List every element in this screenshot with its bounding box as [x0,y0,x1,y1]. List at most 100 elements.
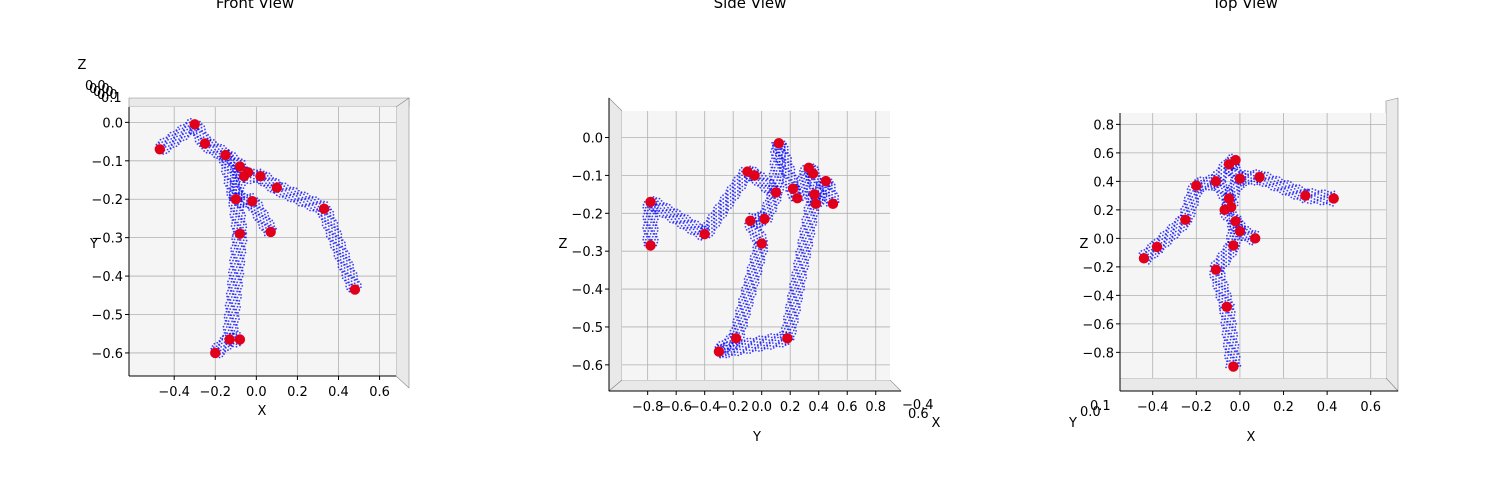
mesh-point [1149,260,1152,263]
mesh-point [1218,301,1221,304]
mesh-point [235,257,238,259]
mesh-point [647,209,649,212]
mesh-point [790,195,793,197]
mesh-point [265,219,268,222]
mesh-point [1145,247,1148,249]
mesh-point [336,228,339,231]
mesh-point [797,257,799,260]
mesh-point [301,205,303,207]
mesh-point [763,261,766,264]
mesh-point [690,231,693,234]
side-grid [622,111,890,380]
mesh-point [1222,248,1225,251]
mesh-point [1217,256,1220,258]
mesh-point [715,211,718,214]
mesh-point [708,236,711,239]
mesh-point [1244,182,1247,184]
mesh-point [244,233,247,236]
mesh-point [228,326,231,329]
mesh-point [767,334,770,336]
mesh-point [242,248,245,251]
mesh-point [747,294,750,297]
mesh-point [736,319,738,322]
mesh-point [675,222,677,225]
mesh-point [239,209,241,212]
mesh-point [732,194,735,197]
mesh-point [803,279,806,282]
mesh-point [312,209,315,212]
mesh-point [236,321,239,323]
mesh-point [1326,196,1329,199]
mesh-point [1306,202,1309,204]
mesh-point [825,189,827,192]
mesh-point [715,215,718,218]
mesh-point [1326,199,1328,202]
mesh-point [811,223,814,226]
mesh-point [786,148,789,151]
mesh-point [1223,287,1226,290]
mesh-point [765,203,768,206]
mesh-point [645,215,648,218]
mesh-point [656,241,659,244]
mesh-point [242,223,245,226]
mesh-point [1224,175,1227,178]
mesh-point [272,222,275,225]
mesh-point [335,244,338,247]
mesh-point [1230,317,1232,320]
mesh-point [798,275,801,278]
mesh-point [1233,181,1236,184]
mesh-point [807,198,810,201]
mesh-point [768,213,771,216]
mesh-point [240,190,243,193]
mesh-point [178,128,181,131]
mesh-point [343,267,346,269]
mesh-point [759,273,762,276]
mesh-point [791,332,793,335]
mesh-point [713,232,715,235]
mesh-point [782,178,784,181]
mesh-point [233,305,236,308]
mesh-point [1219,309,1222,312]
mesh-point [756,223,758,226]
mesh-point [801,221,804,224]
mesh-point [825,186,828,189]
mesh-point [1236,166,1239,169]
mesh-point [213,156,216,158]
mesh-point [769,163,772,166]
mesh-point [766,194,768,196]
mesh-point [755,275,757,277]
mesh-point [689,227,692,229]
mesh-point [223,182,226,185]
mesh-point [181,127,184,130]
mesh-point [675,221,678,224]
mesh-point [720,204,722,206]
mesh-point [730,341,733,344]
mesh-point [787,307,790,309]
mesh-point [679,215,682,218]
mesh-point [216,341,219,344]
mesh-point [234,152,236,155]
mesh-point [328,231,331,234]
mesh-point [780,337,783,339]
mesh-point [225,292,228,295]
mesh-point [233,256,235,259]
mesh-point [746,337,749,340]
mesh-point [758,222,761,225]
mesh-point [1230,311,1233,314]
mesh-point [202,132,205,135]
mesh-point [642,238,645,241]
mesh-point [797,306,800,308]
mesh-point [186,128,189,131]
mesh-point [258,206,260,209]
mesh-point [308,203,311,206]
mesh-point [230,155,233,158]
mesh-point [339,268,342,271]
mesh-point [647,230,650,232]
mesh-point [1215,278,1217,280]
mesh-point [722,205,725,208]
mesh-point [331,236,334,239]
mesh-point [263,185,265,187]
mesh-point [756,272,759,275]
mesh-point [768,194,771,197]
mesh-point [329,208,331,211]
